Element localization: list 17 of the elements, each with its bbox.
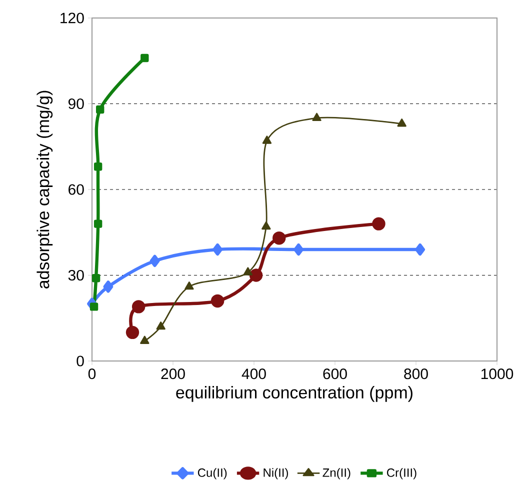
y-axis-title: adsorptive capacity (mg/g) bbox=[36, 90, 53, 288]
y-tick-label: 0 bbox=[76, 356, 84, 366]
x-tick-label: 1000 bbox=[481, 368, 514, 380]
x-axis-title: equilibrium concentration (ppm) bbox=[176, 386, 412, 402]
legend-label: Zn(II) bbox=[322, 468, 350, 480]
legend-label: Cr(III) bbox=[387, 468, 416, 480]
y-tick-label: 120 bbox=[60, 12, 84, 24]
x-tick-label: 400 bbox=[242, 368, 266, 380]
x-tick-label: 200 bbox=[161, 368, 185, 380]
x-tick-label: 600 bbox=[323, 368, 347, 380]
y-tick-label: 90 bbox=[68, 98, 84, 110]
x-tick-label: 800 bbox=[404, 368, 428, 380]
legend-label: Ni(II) bbox=[264, 468, 288, 480]
y-tick-label: 30 bbox=[68, 270, 84, 281]
x-tick-label: 0 bbox=[88, 368, 96, 380]
legend-label: Cu(II) bbox=[198, 468, 227, 480]
y-tick-label: 60 bbox=[68, 184, 84, 195]
